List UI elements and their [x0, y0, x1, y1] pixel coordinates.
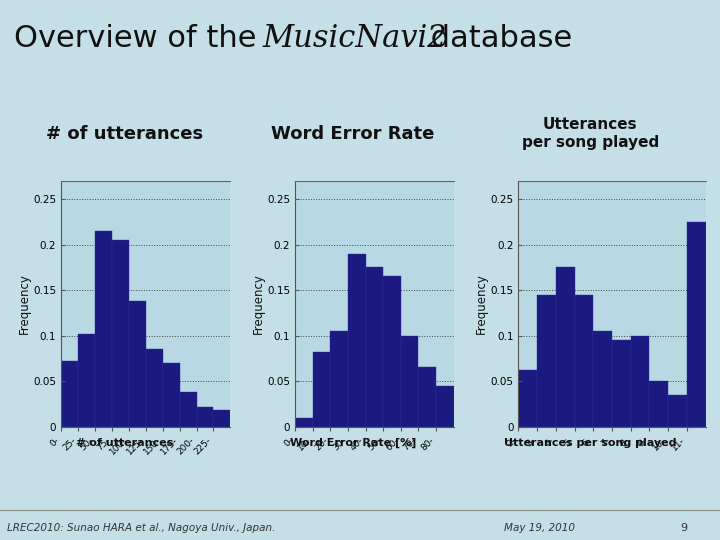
Bar: [401, 335, 418, 427]
Bar: [518, 370, 537, 427]
Text: 9: 9: [680, 523, 688, 533]
Bar: [366, 267, 383, 427]
Bar: [383, 276, 401, 427]
Bar: [112, 240, 129, 427]
Bar: [180, 392, 197, 427]
Text: Utterances
per song played: Utterances per song played: [522, 118, 659, 150]
Text: # of utterances: # of utterances: [76, 438, 173, 448]
Bar: [436, 386, 454, 427]
Y-axis label: Frequency: Frequency: [474, 273, 487, 334]
Bar: [78, 334, 95, 427]
Bar: [418, 367, 436, 427]
Text: Word Error Rate: Word Error Rate: [271, 125, 434, 143]
Text: # of utterances: # of utterances: [45, 125, 203, 143]
Bar: [330, 331, 348, 427]
Bar: [197, 407, 213, 427]
Bar: [631, 335, 649, 427]
Bar: [593, 331, 612, 427]
Bar: [537, 295, 556, 427]
Bar: [668, 395, 687, 427]
Bar: [348, 254, 366, 427]
Bar: [312, 352, 330, 427]
Text: database: database: [421, 24, 572, 53]
Bar: [575, 295, 593, 427]
Bar: [95, 231, 112, 427]
Text: Utterances per song played: Utterances per song played: [504, 438, 677, 448]
Bar: [214, 410, 230, 427]
Bar: [556, 267, 575, 427]
Bar: [612, 340, 631, 427]
Text: LREC2010: Sunao HARA et al., Nagoya Univ., Japan.: LREC2010: Sunao HARA et al., Nagoya Univ…: [7, 523, 276, 533]
Text: Overview of the: Overview of the: [14, 24, 266, 53]
Bar: [649, 381, 668, 427]
Bar: [145, 349, 163, 427]
Text: May 19, 2010: May 19, 2010: [504, 523, 575, 533]
Y-axis label: Frequency: Frequency: [17, 273, 30, 334]
Y-axis label: Frequency: Frequency: [251, 273, 264, 334]
Bar: [163, 363, 180, 427]
Bar: [295, 417, 312, 427]
Bar: [129, 301, 145, 427]
Text: Word Error Rate [%]: Word Error Rate [%]: [289, 437, 416, 448]
Text: MusicNavi2: MusicNavi2: [263, 23, 447, 55]
Bar: [61, 361, 78, 427]
Bar: [687, 222, 706, 427]
